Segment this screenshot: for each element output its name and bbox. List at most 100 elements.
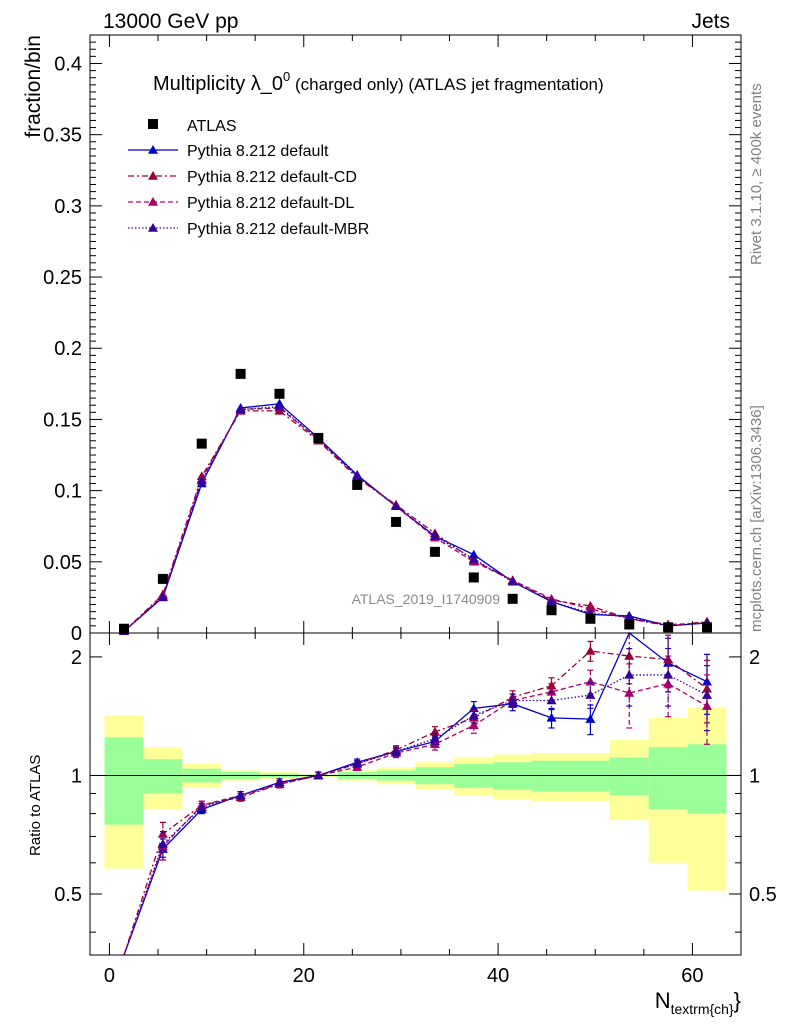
- series-marker-ratio-3: [468, 710, 479, 720]
- series-marker-ratio-2: [624, 687, 635, 697]
- atlas-data-point: [624, 619, 635, 630]
- legend-marker-0: [148, 145, 158, 154]
- series-line-top-2: [123, 407, 708, 632]
- series-marker-ratio-3: [352, 758, 363, 768]
- green-band-bin: [609, 757, 649, 796]
- green-band-bin: [532, 760, 571, 792]
- legend-label-2: Pythia 8.212 default-DL: [187, 195, 354, 212]
- series-marker-ratio-0: [585, 714, 596, 723]
- legend-label-3: Pythia 8.212 default-MBR: [187, 221, 369, 238]
- series-marker-top-3: [624, 612, 635, 622]
- green-band-bin: [648, 747, 688, 810]
- y-tick-label-top: 0.05: [43, 552, 82, 574]
- axis-ticks: [90, 34, 741, 955]
- series-line-top-3: [123, 405, 708, 632]
- series-marker-ratio-3: [701, 690, 712, 699]
- series-marker-ratio-2: [468, 720, 479, 730]
- y-tick-label-ratio: 2: [71, 647, 82, 669]
- series-marker-ratio-3: [546, 695, 557, 705]
- y-tick-label-top: 0: [71, 623, 82, 645]
- series-marker-ratio-1: [624, 651, 635, 660]
- series-marker-ratio-2: [429, 739, 440, 749]
- y-tick-label-ratio: 0.5: [54, 884, 82, 906]
- atlas-data-point: [546, 605, 557, 616]
- y-tick-label-top: 0.4: [54, 53, 82, 75]
- atlas-data-point: [157, 573, 168, 584]
- series-marker-ratio-3: [585, 690, 596, 699]
- y-tick-label-ratio: 1: [71, 765, 82, 787]
- atlas-data-point: [352, 479, 363, 490]
- legend-marker-3: [148, 223, 158, 232]
- series-marker-ratio-3: [313, 770, 324, 780]
- y-tick-label-top: 0.15: [43, 409, 82, 431]
- series-marker-ratio-3: [235, 790, 246, 800]
- series-marker-top-3: [352, 471, 363, 481]
- y-tick-label-ratio-right: 1: [749, 765, 760, 787]
- atlas-data-point: [391, 516, 402, 527]
- atlas-data-point: [507, 593, 518, 604]
- ratio-panel-series: [123, 631, 712, 956]
- series-marker-ratio-3: [274, 777, 285, 787]
- x-tick-label: 60: [681, 965, 703, 987]
- series-marker-top-3: [235, 404, 246, 414]
- title-sup: 0: [283, 69, 290, 84]
- atlas-data-point: [429, 546, 440, 557]
- x-label-sub: textrm{ch}: [671, 1001, 734, 1017]
- atlas-data-point: [235, 368, 246, 379]
- series-marker-ratio-3: [507, 695, 518, 705]
- series-marker-ratio-1: [585, 646, 596, 655]
- x-tick-label: 20: [293, 965, 315, 987]
- x-label-main: N: [655, 988, 671, 1013]
- atlas-data-point: [274, 388, 285, 399]
- series-marker-ratio-0: [546, 712, 557, 722]
- series-marker-ratio-1: [157, 829, 168, 838]
- series-line-ratio-2: [123, 681, 708, 956]
- header-left: 13000 GeV pp: [103, 10, 238, 33]
- green-band-bin: [143, 759, 183, 794]
- series-marker-top-3: [429, 531, 440, 540]
- legend-marker-atlas: [148, 119, 158, 129]
- series-marker-ratio-3: [429, 733, 440, 743]
- green-band-bin: [570, 760, 610, 792]
- series-marker-top-3: [274, 401, 285, 411]
- mcplots-label: mcplots.cern.ch [arXiv:1306.3436]: [748, 405, 765, 632]
- atlas-data-points: [119, 368, 712, 634]
- title-main: Multiplicity λ_0: [153, 73, 283, 95]
- chart-title: Multiplicity λ_00 (charged only) (ATLAS …: [153, 69, 604, 95]
- atlas-data-point: [701, 622, 712, 633]
- atlas-data-point: [196, 438, 207, 449]
- y-tick-label-top: 0.25: [43, 267, 82, 289]
- series-marker-ratio-3: [196, 802, 207, 812]
- series-line-ratio-0: [123, 631, 708, 956]
- green-band-bin: [687, 744, 727, 814]
- series-line-ratio-1: [123, 650, 708, 956]
- series-marker-top-3: [507, 576, 518, 586]
- legend-label-0: Pythia 8.212 default: [187, 143, 329, 160]
- series-marker-top-3: [546, 596, 557, 606]
- rivet-label: Rivet 3.1.10, ≥ 400k events: [748, 83, 765, 265]
- x-tick-label: 40: [487, 965, 509, 987]
- atlas-data-point: [663, 622, 674, 633]
- series-marker-top-3: [468, 553, 479, 563]
- y-tick-label-top: 0.35: [43, 125, 82, 147]
- ratio-uncertainty-bands: [104, 707, 727, 891]
- y-tick-label-top: 0.1: [54, 481, 82, 503]
- title-rest: (charged only) (ATLAS jet fragmentation): [290, 75, 603, 94]
- atlas-data-point: [585, 613, 596, 624]
- series-marker-top-3: [391, 501, 402, 511]
- series-marker-ratio-3: [391, 746, 402, 756]
- header-right: Jets: [691, 10, 730, 33]
- series-marker-ratio-3: [663, 669, 674, 679]
- atlas-data-point: [119, 623, 130, 634]
- atlas-data-point: [313, 432, 324, 443]
- legend-label-1: Pythia 8.212 default-CD: [187, 169, 357, 186]
- y-tick-label-ratio-right: 0.5: [749, 884, 777, 906]
- series-marker-ratio-2: [546, 686, 557, 696]
- series-marker-ratio-2: [663, 678, 674, 688]
- analysis-label: ATLAS_2019_I1740909: [352, 591, 501, 607]
- legend-marker-1: [148, 171, 158, 180]
- green-band-bin: [104, 737, 144, 825]
- series-marker-ratio-3: [157, 838, 168, 848]
